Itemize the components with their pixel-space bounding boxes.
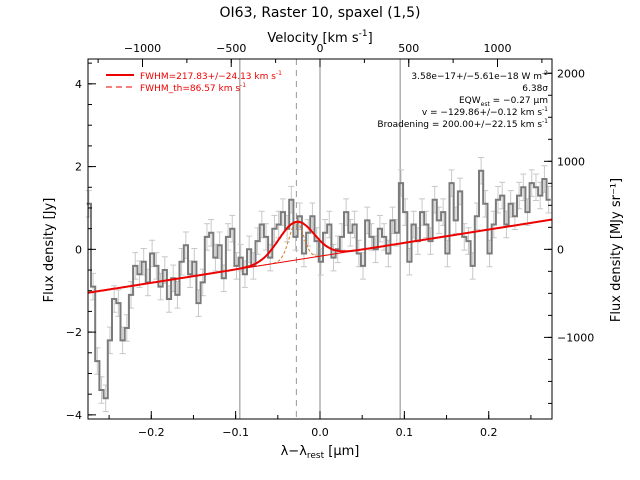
top-tick-label: 0 [317, 42, 324, 55]
y2-tick-label: 2000 [557, 67, 585, 80]
chart-title: OI63, Raster 10, spaxel (1,5) [220, 5, 421, 21]
legend-label-fwhm-th: FWHM_th=86.57 km s-1 [140, 82, 246, 94]
top-tick-label: −500 [216, 42, 246, 55]
y2-axis-label: Flux density [MJy sr⁻¹] [609, 178, 624, 322]
annotation-broadening-text: Broadening = 200.00+/−22.15 km s [377, 120, 542, 130]
legend-label-fwhm-text: FWHM=217.83+/−24.13 km s [140, 72, 276, 82]
x-axis-label-unit: [μm] [324, 444, 359, 459]
legend: FWHM=217.83+/−24.13 km s-1 FWHM_th=86.57… [106, 70, 282, 94]
annotation-eqw-tail: = −0.27 μm [490, 96, 548, 106]
annotation-velocity-text: v = −129.86+/−0.12 km s [422, 108, 542, 118]
annotation-eqw-sub: est [481, 101, 491, 108]
x-tick-label: 0.2 [480, 426, 498, 439]
y-tick-label: 2 [75, 161, 82, 174]
top-tick-label: 1000 [484, 42, 512, 55]
x-axis-label-main: λ−λ [281, 444, 308, 459]
gaussian-fit-line [87, 218, 553, 294]
x-axis-label-sub: rest [307, 451, 325, 461]
annotation-velocity: v = −129.86+/−0.12 km s-1 [422, 106, 548, 118]
x-axis-label: λ−λrest [μm] [281, 444, 360, 461]
y2-tick-label: 0 [557, 243, 564, 256]
fit-annotations: 3.58e−17+/−5.61e−18 W m-2 6.38σ EQWest =… [377, 70, 548, 130]
spectrum-line [86, 169, 551, 400]
legend-label-fwhm: FWHM=217.83+/−24.13 km s-1 [140, 70, 282, 82]
top-axis-label-sup: -1 [359, 29, 368, 39]
annotation-sigma: 6.38σ [522, 84, 548, 94]
y-tick-label: 0 [75, 243, 82, 256]
legend-label-fwhm-th-text: FWHM_th=86.57 km s [140, 84, 240, 94]
legend-label-fwhm-th-sup: -1 [240, 82, 246, 89]
y-tick-label: −2 [66, 326, 82, 339]
annotation-eqw: EQWest = −0.27 μm [459, 96, 548, 108]
top-axis-label-end: ] [368, 31, 373, 46]
axes: −0.2 −0.1 0.0 0.1 0.2 −1000 −500 0 500 1000 −4 −2 0 2… [66, 42, 594, 439]
y-axis-label: Flux density [Jy] [42, 198, 57, 303]
y2-tick-label: 1000 [557, 155, 585, 168]
top-axis-label: Velocity [km s-1] [267, 29, 372, 46]
x-tick-label: 0.1 [396, 426, 414, 439]
annotation-flux-text: 3.58e−17+/−5.61e−18 W m [411, 72, 542, 82]
plot-area [85, 59, 553, 419]
annotation-flux: 3.58e−17+/−5.61e−18 W m-2 [411, 70, 548, 82]
legend-label-fwhm-sup: -1 [276, 70, 282, 77]
x-tick-label: 0.0 [311, 426, 329, 439]
y-tick-label: −4 [66, 409, 82, 422]
y2-tick-label: −1000 [557, 331, 594, 344]
top-tick-label: 500 [398, 42, 419, 55]
annotation-flux-sup: -2 [542, 70, 548, 77]
y-tick-label: 4 [75, 78, 82, 91]
annotation-broadening-sup: -1 [542, 118, 548, 125]
annotation-broadening: Broadening = 200.00+/−22.15 km s-1 [377, 118, 548, 130]
x-tick-label: −0.1 [222, 426, 249, 439]
x-tick-label: −0.2 [138, 426, 165, 439]
annotation-velocity-sup: -1 [542, 106, 548, 113]
top-tick-label: −1000 [124, 42, 161, 55]
top-axis-label-main: Velocity [km s [267, 31, 359, 46]
annotation-eqw-text: EQW [459, 96, 481, 106]
